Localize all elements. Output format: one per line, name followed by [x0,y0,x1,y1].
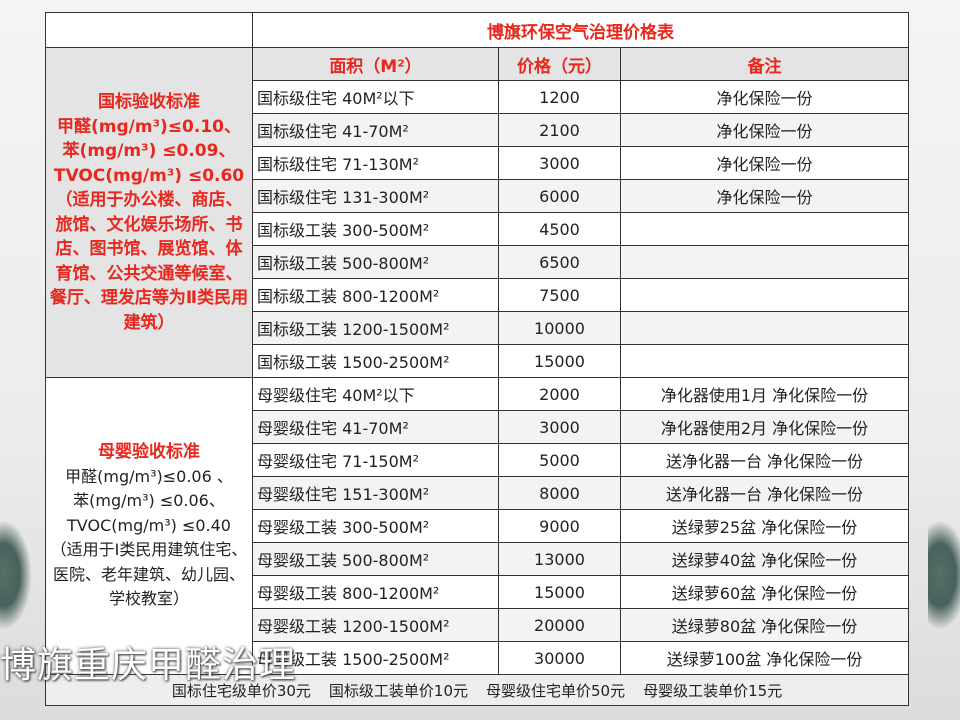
area-cell: 国标级住宅 131-300M² [252,179,499,213]
price-cell: 30000 [498,641,621,675]
note-cell [619,344,910,378]
price-cell: 1200 [498,80,621,114]
table-row: 国标级住宅 40M²以下 1200 净化保险一份 [46,80,910,114]
table-row: 母婴级工装 500-800M² 13000 送绿萝40盆 净化保险一份 [46,542,910,576]
unit-price-item: 母婴级工装单价15元 [643,681,783,700]
unit-price-footer: 国标住宅级单价30元 国标级工装单价10元 母婴级住宅单价50元 母婴级工装单价15元 [44,674,910,706]
table-row: 国标级住宅 131-300M² 6000 净化保险一份 [46,179,910,213]
header-note: 备注 [619,47,910,81]
price-table: 博旗环保空气治理价格表 国标验收标准甲醛(mg/m³)≤0.10、 苯(mg/m³… [44,12,910,706]
note-cell: 送绿萝40盆 净化保险一份 [619,542,910,576]
header-area: 面积（M²） [252,47,499,81]
area-cell: 母婴级住宅 151-300M² [252,476,499,510]
note-cell: 净化保险一份 [619,80,910,114]
standard-line: TVOC(mg/m³) ≤0.60 [53,165,245,186]
table-row: 母婴级工装 800-1200M² 15000 送绿萝60盆 净化保险一份 [46,575,910,609]
table-row: 母婴级住宅 71-150M² 5000 送净化器一台 净化保险一份 [46,443,910,477]
area-cell: 母婴级住宅 40M²以下 [252,377,499,411]
note-cell: 净化器使用2月 净化保险一份 [619,410,910,444]
note-cell [619,212,910,246]
note-cell: 净化器使用1月 净化保险一份 [619,377,910,411]
table-row: 母婴级住宅 151-300M² 8000 送净化器一台 净化保险一份 [46,476,910,510]
note-cell: 送净化器一台 净化保险一份 [619,443,910,477]
note-cell: 净化保险一份 [619,146,910,180]
area-cell: 国标级工装 800-1200M² [252,278,499,312]
price-cell: 7500 [498,278,621,312]
table-row: 母婴级工装 300-500M² 9000 送绿萝25盆 净化保险一份 [46,509,910,543]
area-cell: 母婴级住宅 41-70M² [252,410,499,444]
header-price: 价格（元） [498,47,621,81]
area-cell: 国标级工装 500-800M² [252,245,499,279]
table-row: 国标级住宅 71-130M² 3000 净化保险一份 [46,146,910,180]
price-cell: 8000 [498,476,621,510]
price-cell: 3000 [498,146,621,180]
area-cell: 国标级住宅 40M²以下 [252,80,499,114]
table-row: 国标级工装 300-500M² 4500 [46,212,910,246]
note-cell: 送绿萝60盆 净化保险一份 [619,575,910,609]
corner-cell [45,12,253,48]
price-cell: 4500 [498,212,621,246]
standard-line: 甲醛(mg/m³)≤0.06 、 [65,466,233,486]
standard-line: 苯(mg/m³) ≤0.09、 [62,141,236,161]
plant-decoration [0,520,32,630]
area-cell: 国标级住宅 41-70M² [252,113,499,147]
area-cell: 母婴级住宅 71-150M² [252,443,499,477]
price-cell: 13000 [498,542,621,576]
note-cell: 送净化器一台 净化保险一份 [619,476,910,510]
price-cell: 15000 [498,344,621,378]
note-cell [619,311,910,345]
area-cell: 母婴级工装 500-800M² [252,542,499,576]
price-cell: 6500 [498,245,621,279]
unit-price-item: 国标住宅级单价30元 [171,681,311,700]
price-cell: 5000 [498,443,621,477]
area-cell: 母婴级工装 1200-1500M² [252,608,499,642]
watermark: 博旗重庆甲醛治理 [0,645,297,686]
table-row: 母婴验收标准甲醛(mg/m³)≤0.06 、苯(mg/m³) ≤0.06、 TVO… [45,377,910,675]
standard-line: （适用于Ⅰ类民用建筑住宅、医院、老年建筑、幼儿园、学校教室） [50,540,248,609]
national-standard-cell: 国标验收标准甲醛(mg/m³)≤0.10、 苯(mg/m³) ≤0.09、 TVOC… [45,47,253,378]
price-cell: 20000 [498,608,621,642]
price-cell: 2100 [498,113,621,147]
table-row: 国标级工装 1200-1500M² 10000 [46,311,910,345]
area-cell: 国标级工装 1200-1500M² [252,311,499,345]
area-cell: 国标级工装 1500-2500M² [252,344,499,378]
note-cell: 净化保险一份 [619,113,910,147]
maternal-standard-cell: 母婴验收标准甲醛(mg/m³)≤0.06 、苯(mg/m³) ≤0.06、 TVO… [45,377,253,675]
maternal-standard-heading: 母婴验收标准 [98,442,200,463]
table-row: 国标级住宅 41-70M² 2100 净化保险一份 [46,113,910,147]
table-title: 博旗环保空气治理价格表 [251,12,910,48]
note-cell [619,245,910,279]
note-cell: 送绿萝25盆 净化保险一份 [619,509,910,543]
price-cell: 15000 [498,575,621,609]
area-cell: 母婴级工装 800-1200M² [252,575,499,609]
standard-line: TVOC(mg/m³) ≤0.40 [67,515,231,535]
note-cell: 送绿萝80盆 净化保险一份 [619,608,910,642]
price-cell: 2000 [498,377,621,411]
national-standard-heading: 国标验收标准 [98,92,200,112]
table-row: 母婴级住宅 41-70M² 3000 净化器使用2月 净化保险一份 [46,410,910,444]
plant-decoration [928,520,960,630]
price-cell: 3000 [498,410,621,444]
standard-line: （适用于办公楼、商店、旅馆、文化娱乐场所、书店、图书馆、展览馆、体育馆、公共交通… [49,190,249,333]
price-cell: 6000 [498,179,621,213]
area-cell: 国标级工装 300-500M² [252,212,499,246]
unit-price-item: 母婴级住宅单价50元 [486,681,626,700]
note-cell [619,278,910,312]
unit-price-item: 国标级工装单价10元 [328,681,469,700]
area-cell: 国标级住宅 71-130M² [252,146,499,180]
price-cell: 9000 [498,509,621,543]
note-cell: 净化保险一份 [619,179,910,213]
standard-line: 苯(mg/m³) ≤0.06、 [73,491,225,511]
note-cell: 送绿萝100盆 净化保险一份 [619,641,910,675]
price-cell: 10000 [498,311,621,345]
area-cell: 母婴级工装 300-500M² [252,509,499,543]
standard-line: 甲醛(mg/m³)≤0.10、 [57,116,241,137]
